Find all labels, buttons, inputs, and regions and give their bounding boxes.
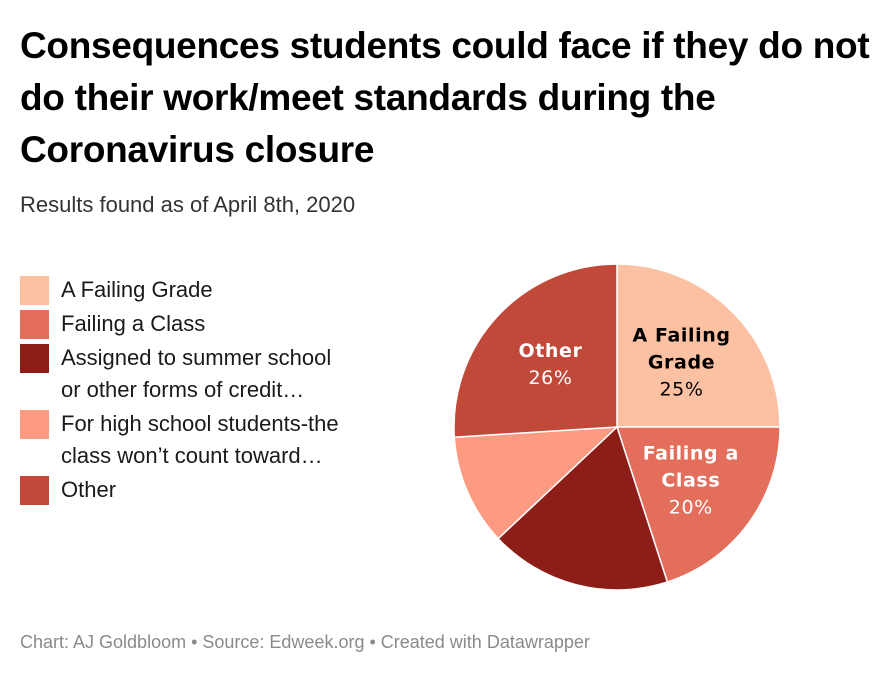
slice-label-name: A Failing xyxy=(632,325,730,347)
chart-legend: A Failing Grade Failing a Class Assigned t… xyxy=(20,274,350,508)
legend-label: A Failing Grade xyxy=(61,277,213,302)
pie-slice xyxy=(453,426,620,540)
legend-swatch xyxy=(20,410,49,439)
legend-label: Failing a Class xyxy=(61,311,206,336)
slice-label-name: Class xyxy=(661,470,720,492)
legend-item: Other xyxy=(20,474,350,506)
legend-swatch xyxy=(20,276,49,305)
legend-item: Assigned to summer school or other forms… xyxy=(20,342,350,406)
legend-item: For high school students-the class won’t… xyxy=(20,408,350,472)
slice-label-value: 25% xyxy=(659,379,703,401)
legend-swatch xyxy=(20,310,49,339)
slice-label: Failing a Class 20% xyxy=(643,443,739,519)
pie-slice xyxy=(453,263,618,439)
chart-title: Consequences students could face if they… xyxy=(20,25,870,170)
pie-slice xyxy=(497,425,669,591)
legend-swatch xyxy=(20,344,49,373)
legend-swatch xyxy=(20,476,49,505)
chart-subtitle: Results found as of April 8th, 2020 xyxy=(20,192,356,217)
legend-item: Failing a Class xyxy=(20,308,350,340)
legend-label: For high school students-the class won’t… xyxy=(61,411,339,468)
pie-slice xyxy=(616,263,781,428)
slice-label-name: Failing a xyxy=(643,443,739,465)
pie-chart: A Failing Grade 25% Failing a Class 20% Other 2… xyxy=(453,263,781,591)
legend-label: Other xyxy=(61,477,117,502)
slice-label-value: 20% xyxy=(669,497,713,519)
slice-label: Other 26% xyxy=(518,340,582,389)
slice-label-name: Grade xyxy=(648,352,715,374)
legend-item: A Failing Grade xyxy=(20,274,350,306)
slice-label-value: 26% xyxy=(528,367,572,389)
slice-label-name: Other xyxy=(518,340,582,362)
chart-footer: Chart: AJ Goldbloom • Source: Edweek.org… xyxy=(20,632,590,652)
slice-label: A Failing Grade 25% xyxy=(632,325,730,401)
legend-label: Assigned to summer school or other forms… xyxy=(61,345,332,402)
pie-slice xyxy=(615,426,781,583)
